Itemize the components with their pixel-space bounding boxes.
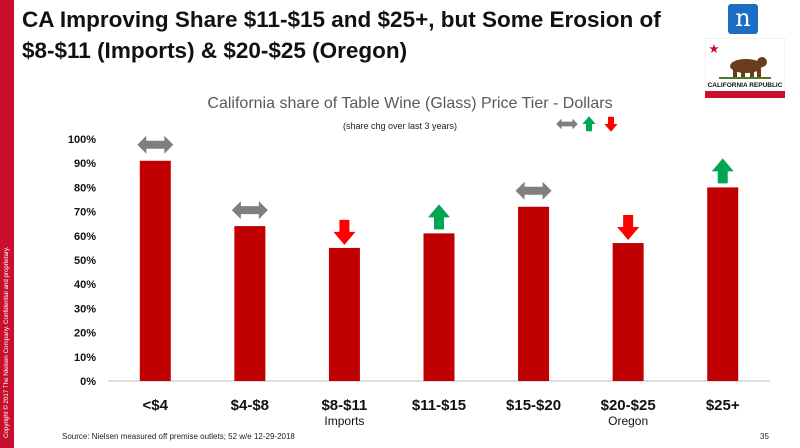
bar-5: [518, 206, 550, 381]
bar-7: [707, 187, 739, 381]
nielsen-logo: n: [728, 4, 758, 34]
down-arrow-icon: [617, 215, 640, 241]
california-flag-image: CALIFORNIA REPUBLIC: [705, 38, 785, 98]
flat-arrow-icon: [556, 118, 578, 130]
left-accent-bar: [0, 0, 14, 448]
flag-star-icon: [709, 44, 719, 53]
category-label: $20-$25: [601, 397, 656, 414]
flag-label: CALIFORNIA REPUBLIC: [708, 82, 783, 89]
up-arrow-icon: [582, 116, 596, 132]
y-tick-label: 10%: [74, 352, 96, 364]
down-arrow-icon: [604, 116, 618, 132]
y-tick-label: 60%: [74, 231, 96, 243]
category-sublabel: Oregon: [608, 414, 648, 428]
bar-3: [328, 247, 360, 381]
source-note: Source: Nielsen measured off premise out…: [62, 432, 295, 441]
y-tick-label: 20%: [74, 328, 96, 340]
y-tick-label: 90%: [74, 158, 96, 170]
y-tick-label: 30%: [74, 303, 96, 315]
category-label: <$4: [143, 397, 169, 414]
flat-arrow-icon: [231, 201, 268, 220]
up-arrow-icon: [428, 204, 450, 230]
flat-arrow-icon: [515, 181, 552, 200]
flat-arrow-icon: [137, 135, 174, 154]
y-tick-label: 70%: [74, 207, 96, 219]
y-tick-label: 80%: [74, 182, 96, 194]
category-label: $25+: [706, 397, 740, 414]
category-label: $15-$20: [506, 397, 561, 414]
y-tick-label: 50%: [74, 255, 96, 267]
category-sublabel: Imports: [324, 414, 364, 428]
bar-4: [423, 233, 455, 381]
bar-6: [612, 243, 644, 381]
category-label: $11-$15: [412, 397, 466, 414]
bar-1: [139, 160, 171, 381]
down-arrow-icon: [333, 219, 356, 245]
bar-2: [234, 226, 266, 381]
slide-title: CA Improving Share $11-$15 and $25+, but…: [22, 7, 661, 63]
up-arrow-icon: [711, 158, 734, 184]
y-tick-label: 0%: [80, 376, 96, 388]
category-label: $8-$11: [321, 397, 367, 414]
page-number: 35: [760, 432, 769, 441]
chart-title: California share of Table Wine (Glass) P…: [207, 95, 613, 112]
bear-icon: [730, 57, 767, 77]
y-tick-label: 40%: [74, 279, 96, 291]
y-tick-label: 100%: [68, 134, 96, 146]
chart-subtitle: (share chg over last 3 years): [342, 121, 458, 131]
share-change-legend: [556, 116, 618, 132]
category-label: $4-$8: [231, 397, 269, 414]
